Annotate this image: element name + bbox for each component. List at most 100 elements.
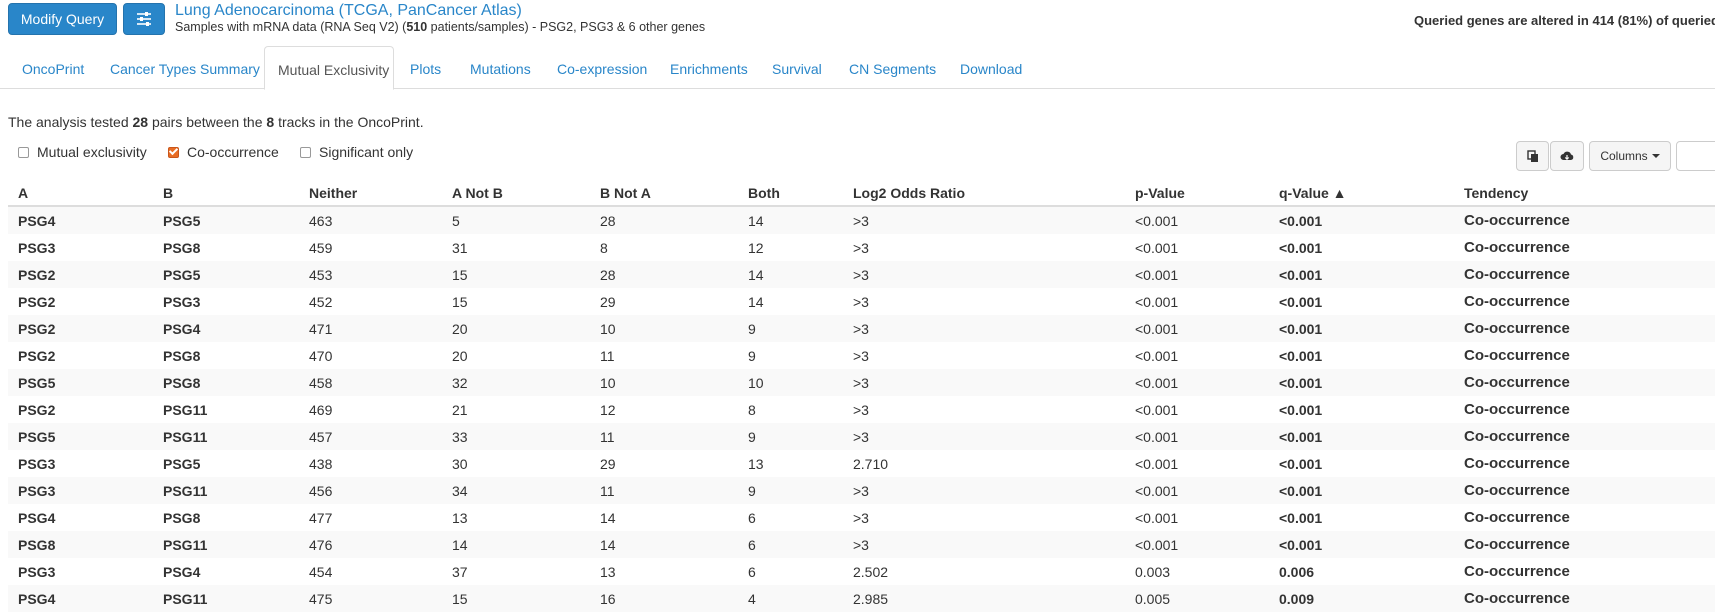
cell-gene-a: PSG3	[18, 455, 56, 472]
cell-log2-odds-ratio: >3	[843, 261, 1125, 288]
cell-gene-a: PSG8	[8, 531, 153, 558]
cell-gene-a: PSG2	[8, 261, 153, 288]
settings-button[interactable]	[123, 3, 165, 35]
mutual-exclusivity-checkbox[interactable]	[18, 146, 29, 158]
cell-b-not-a: 10	[590, 315, 738, 342]
copy-button[interactable]	[1516, 141, 1549, 171]
table-row: PSG8 PSG11 476 14 14 6 >3 <0.001 <0.001 Co-occurr…	[8, 531, 1715, 558]
tab-co-expression[interactable]: Co-expression	[557, 61, 648, 77]
column-header-q-value[interactable]: q-Value ▲	[1269, 180, 1454, 207]
cell-gene-a: PSG2	[8, 315, 153, 342]
study-title-link[interactable]: Lung Adenocarcinoma (TCGA, PanCancer Atl…	[175, 2, 522, 19]
cell-log2-odds-ratio: >3	[843, 423, 1125, 450]
caret-down-icon	[1651, 154, 1660, 158]
study-sub-suffix: patients/samples) - PSG2, PSG3 & 6 other…	[427, 20, 706, 34]
cell-tendency: Co-occurrence	[1464, 509, 1570, 526]
tab-plots[interactable]: Plots	[410, 61, 442, 77]
cell-q-value: <0.001	[1279, 239, 1323, 256]
tab-mutual-exclusivity[interactable]: Mutual Exclusivity	[264, 46, 394, 90]
cell-log2-odds-ratio: >3	[843, 206, 1125, 234]
cell-a-not-b: 20	[442, 315, 590, 342]
cell-log2-odds-ratio: >3	[843, 531, 1125, 558]
co-occurrence-checkbox[interactable]	[168, 146, 179, 158]
cell-p-value: <0.001	[1135, 347, 1179, 364]
columns-dropdown-button[interactable]: Columns	[1589, 141, 1671, 171]
mutual-exclusivity-table: A B Neither A Not B B Not A Both Log2 Od…	[8, 180, 1715, 612]
cell-p-value: <0.001	[1125, 531, 1269, 558]
cell-neither: 475	[299, 585, 442, 612]
tab-download[interactable]: Download	[960, 61, 1023, 77]
table-row: PSG2 PSG5 453 15 28 14 >3 <0.001 <0.001 Co-occurr…	[8, 261, 1715, 288]
cell-gene-b: PSG4	[163, 563, 201, 580]
tab-mutations[interactable]: Mutations	[470, 61, 531, 77]
cell-b-not-a: 8	[600, 239, 608, 256]
table-search-input[interactable]	[1676, 141, 1715, 171]
cell-log2-odds-ratio: 2.502	[853, 563, 889, 580]
cell-p-value: <0.001	[1125, 315, 1269, 342]
cell-q-value: <0.001	[1279, 293, 1323, 310]
cell-b-not-a: 12	[600, 401, 616, 418]
column-header-b-not-a[interactable]: B Not A	[590, 180, 738, 207]
cell-gene-a: PSG3	[18, 563, 56, 580]
cell-tendency: Co-occurrence	[1454, 477, 1715, 504]
tab-survival[interactable]: Survival	[772, 61, 822, 77]
tab-oncoprint[interactable]: OncoPrint	[22, 61, 85, 77]
cell-q-value: <0.001	[1269, 315, 1454, 342]
cell-tendency: Co-occurrence	[1464, 293, 1570, 310]
summary-tracks-count: 8	[266, 114, 275, 130]
modify-query-button[interactable]: Modify Query	[8, 3, 117, 35]
mutual-exclusivity-label: Mutual exclusivity	[37, 144, 147, 160]
column-header-a[interactable]: A	[8, 180, 153, 207]
mutual-exclusivity-filter[interactable]: Mutual exclusivity	[18, 144, 147, 160]
cell-b-not-a: 11	[590, 423, 738, 450]
cell-gene-b: PSG11	[163, 401, 208, 418]
tab-cancer-types-summary[interactable]: Cancer Types Summary	[110, 61, 260, 77]
download-button[interactable]	[1550, 141, 1584, 171]
cell-a-not-b: 5	[442, 206, 590, 234]
tab-enrichments[interactable]: Enrichments	[670, 61, 748, 77]
table-row: PSG5 PSG8 458 32 10 10 >3 <0.001 <0.001 Co-occurr…	[8, 369, 1715, 396]
cell-neither: 471	[299, 315, 442, 342]
cell-gene-a: PSG3	[18, 239, 56, 256]
cell-log2-odds-ratio: >3	[843, 315, 1125, 342]
columns-label: Columns	[1600, 149, 1648, 163]
tab-cn-segments[interactable]: CN Segments	[849, 61, 937, 77]
cell-both: 9	[738, 477, 843, 504]
cell-p-value: <0.001	[1125, 261, 1269, 288]
column-header-neither[interactable]: Neither	[299, 180, 442, 207]
cell-q-value: <0.001	[1279, 401, 1323, 418]
cloud-download-icon	[1560, 151, 1574, 161]
cell-a-not-b: 14	[442, 531, 590, 558]
cell-neither: 452	[309, 293, 333, 310]
cell-gene-b: PSG11	[153, 477, 299, 504]
cell-q-value: <0.001	[1279, 509, 1323, 526]
study-sub-prefix: Samples with mRNA data (RNA Seq V2) (	[175, 20, 407, 34]
cell-neither: 477	[309, 509, 333, 526]
cell-p-value: <0.001	[1135, 455, 1179, 472]
table-row: PSG2 PSG3 452 15 29 14 >3 <0.001 <0.001 Co-occurr…	[8, 288, 1715, 315]
table-row: PSG4 PSG8 477 13 14 6 >3 <0.001 <0.001 Co-occurre…	[8, 504, 1715, 531]
cell-a-not-b: 15	[452, 293, 468, 310]
cell-gene-a: PSG4	[8, 585, 153, 612]
cell-p-value: <0.001	[1135, 401, 1179, 418]
column-header-both[interactable]: Both	[738, 180, 843, 207]
column-header-log2-odds-ratio[interactable]: Log2 Odds Ratio	[843, 180, 1125, 207]
column-header-tendency[interactable]: Tendency	[1454, 180, 1715, 207]
cell-gene-b: PSG8	[163, 347, 201, 364]
column-header-p-value[interactable]: p-Value	[1125, 180, 1269, 207]
significant-only-filter[interactable]: Significant only	[300, 144, 413, 160]
cell-q-value: <0.001	[1269, 261, 1454, 288]
significant-only-checkbox[interactable]	[300, 146, 311, 158]
cell-tendency: Co-occurrence	[1454, 315, 1715, 342]
cell-a-not-b: 20	[452, 347, 468, 364]
cell-neither: 457	[299, 423, 442, 450]
study-sample-count: 510	[406, 20, 428, 34]
table-row: PSG4 PSG11 475 15 16 4 2.985 0.005 0.009 Co-occur…	[8, 585, 1715, 612]
column-header-a-not-b[interactable]: A Not B	[442, 180, 590, 207]
cell-p-value: 0.003	[1135, 563, 1171, 580]
cell-log2-odds-ratio: 2.710	[853, 455, 889, 472]
cell-gene-a: PSG2	[18, 293, 56, 310]
column-header-b[interactable]: B	[153, 180, 299, 207]
co-occurrence-filter[interactable]: Co-occurrence	[168, 144, 279, 160]
cell-log2-odds-ratio: >3	[843, 477, 1125, 504]
